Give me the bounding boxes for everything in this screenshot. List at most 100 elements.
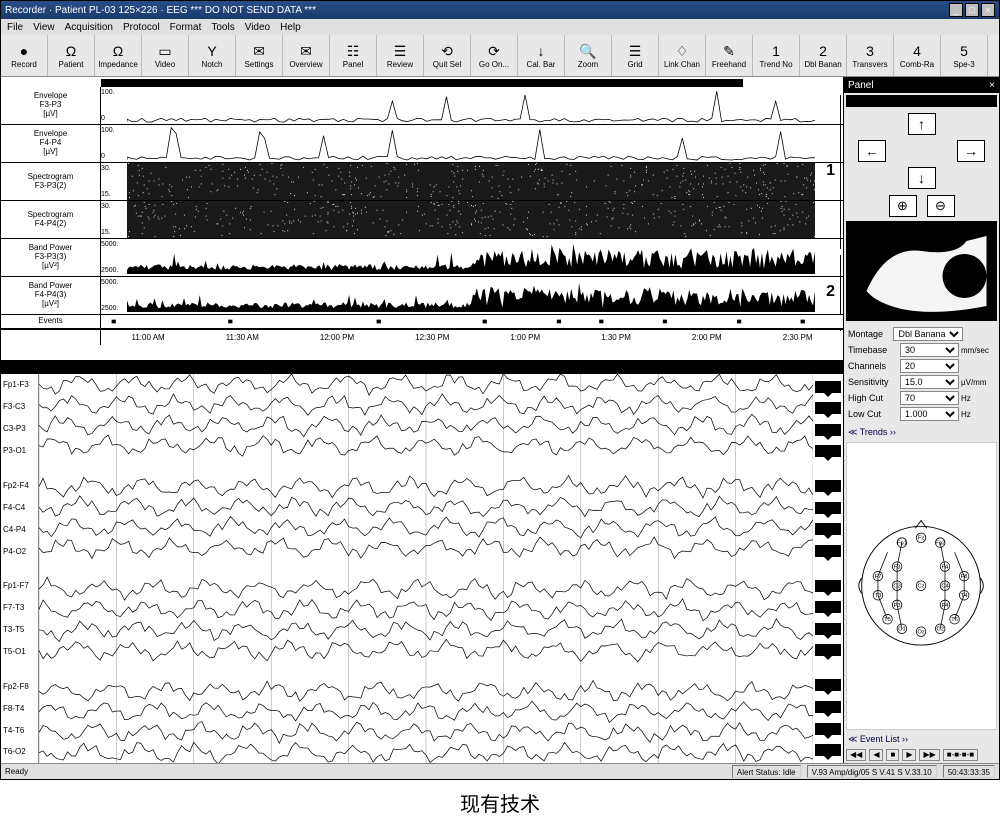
tool-record[interactable]: ●Record [1, 35, 48, 76]
nav-right-button[interactable]: → [957, 140, 985, 162]
tool-comb-ra[interactable]: 4Comb-Ra [894, 35, 941, 76]
trend-scale: 100.0 [101, 125, 127, 162]
channel-marker[interactable] [815, 580, 841, 592]
tool-spe-3[interactable]: 5Spe-3 [941, 35, 988, 76]
trend-label: SpectrogramF4-P4(2) [1, 201, 101, 238]
tool-freehand[interactable]: ✎ Freehand [706, 35, 753, 76]
playback-btn[interactable]: ◀◀ [846, 749, 866, 761]
trend-row-2: SpectrogramF3-P3(2)30.15. [1, 163, 843, 201]
playback-btn[interactable]: ■ [886, 749, 899, 761]
tool-label: Settings [245, 61, 274, 69]
channel-marker[interactable] [815, 445, 841, 457]
channel-marker[interactable] [815, 744, 841, 756]
tool-label: Panel [343, 61, 363, 69]
channel-marker[interactable] [815, 381, 841, 393]
tool-review[interactable]: ☰Review [377, 35, 424, 76]
tool-notch[interactable]: YNotch [189, 35, 236, 76]
channel-marker[interactable] [815, 402, 841, 414]
channel-marker[interactable] [815, 601, 841, 613]
trend-row-3: SpectrogramF4-P4(2)30.15. [1, 201, 843, 239]
channel-marker[interactable] [815, 723, 841, 735]
trend-row-0: EnvelopeF3-P3[µV]100.0 [1, 87, 843, 125]
tool-go-on-[interactable]: ⟳Go On... [471, 35, 518, 76]
channel-label: P3-O1 [1, 446, 38, 455]
close-button[interactable]: × [981, 3, 995, 17]
tool-link-chan[interactable]: ♢ Link Chan [659, 35, 706, 76]
trend-chart[interactable] [127, 239, 815, 276]
zoom-in-button[interactable]: ⊕ [889, 195, 917, 217]
channel-marker[interactable] [815, 424, 841, 436]
tool-quit-sel[interactable]: ⟲Quit Sel [424, 35, 471, 76]
menu-video[interactable]: Video [245, 22, 270, 33]
eeg-plot[interactable] [39, 374, 813, 763]
trends-link[interactable]: ≪ Trends ›› [844, 425, 999, 440]
menu-protocol[interactable]: Protocol [123, 22, 160, 33]
trend-chart[interactable] [127, 125, 815, 162]
menu-acquisition[interactable]: Acquisition [65, 22, 113, 33]
channel-marker[interactable] [815, 480, 841, 492]
channel-marker[interactable] [815, 623, 841, 635]
playback-btn[interactable]: ▶ [902, 749, 916, 761]
menu-format[interactable]: Format [170, 22, 202, 33]
channel-marker[interactable] [815, 679, 841, 691]
tool-zoom[interactable]: 🔍Zoom [565, 35, 612, 76]
nav-down-button[interactable]: ↓ [908, 167, 936, 189]
trend-chart[interactable] [127, 163, 815, 200]
trend-chart[interactable] [127, 277, 815, 314]
tool-transvers[interactable]: 3Transvers [847, 35, 894, 76]
svg-text:T5: T5 [885, 617, 892, 623]
nav-left-button[interactable]: ← [858, 140, 886, 162]
trend-row-1: EnvelopeF4-P4[µV]100.0 [1, 125, 843, 163]
panel-close-icon[interactable]: × [989, 80, 995, 91]
menu-help[interactable]: Help [280, 22, 301, 33]
setting-select[interactable]: 30 [900, 343, 959, 357]
tool-label: Record [11, 61, 37, 69]
event-list-link[interactable]: ≪ Event List ›› [844, 732, 999, 747]
tool-icon: ⟲ [438, 43, 456, 59]
tool-cal-bar[interactable]: ↓Cal. Bar [518, 35, 565, 76]
channel-marker[interactable] [815, 523, 841, 535]
status-alert: Alert Status: Idle [732, 765, 801, 778]
channel-marker[interactable] [815, 644, 841, 656]
menubar: File View Acquisition Protocol Format Tools Vi… [1, 19, 999, 35]
menu-file[interactable]: File [7, 22, 23, 33]
video-thumbnail[interactable] [846, 221, 997, 321]
tool-icon: ♢ [673, 43, 691, 59]
setting-select[interactable]: 15.0 [900, 375, 959, 389]
nav-up-button[interactable]: ↑ [908, 113, 936, 135]
electrode-headmap[interactable]: Fp1Fp2F3F4F7F8C3C4T3T4P3P4T5T6O1O2FzCzOz [846, 442, 997, 730]
zoom-out-button[interactable]: ⊖ [927, 195, 955, 217]
setting-channels: Channels20 [848, 359, 995, 373]
events-track[interactable] [101, 315, 843, 328]
tool-settings[interactable]: ✉Settings [236, 35, 283, 76]
playback-btn[interactable]: ■-■-■-■ [943, 749, 978, 761]
tool-dbl-banan[interactable]: 2Dbl Banan [800, 35, 847, 76]
maximize-button[interactable]: □ [965, 3, 979, 17]
minimize-button[interactable]: _ [949, 3, 963, 17]
channel-marker[interactable] [815, 701, 841, 713]
channel-marker[interactable] [815, 545, 841, 557]
tool-icon: ✎ [720, 43, 738, 59]
playback-btn[interactable]: ◀ [869, 749, 883, 761]
tool-label: Link Chan [664, 61, 700, 69]
tool-grid[interactable]: ☰Grid [612, 35, 659, 76]
setting-select[interactable]: Dbl Banana [893, 327, 963, 341]
tool-label: Spe-3 [953, 61, 974, 69]
trend-chart[interactable] [127, 87, 815, 124]
playback-btn[interactable]: ▶▶ [919, 749, 939, 761]
trend-chart[interactable] [127, 201, 815, 238]
menu-tools[interactable]: Tools [211, 22, 234, 33]
main-area: Toggle Panel 1 2 EnvelopeF3-P3[µV]100.0E… [1, 77, 999, 763]
tool-trend-no[interactable]: 1Trend No [753, 35, 800, 76]
channel-marker[interactable] [815, 502, 841, 514]
tool-overview[interactable]: ✉Overview [283, 35, 330, 76]
menu-view[interactable]: View [33, 22, 55, 33]
tool-panel[interactable]: ☷Panel [330, 35, 377, 76]
setting-select[interactable]: 70 [900, 391, 959, 405]
tool-patient[interactable]: ΩPatient [48, 35, 95, 76]
tool-video[interactable]: ▭Video [142, 35, 189, 76]
setting-select[interactable]: 1.000 [900, 407, 959, 421]
tool-label: Freehand [712, 61, 746, 69]
tool-impedance[interactable]: ΩImpedance [95, 35, 142, 76]
setting-select[interactable]: 20 [900, 359, 959, 373]
